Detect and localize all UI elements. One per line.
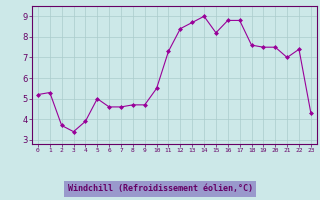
- Text: Windchill (Refroidissement éolien,°C): Windchill (Refroidissement éolien,°C): [68, 184, 252, 194]
